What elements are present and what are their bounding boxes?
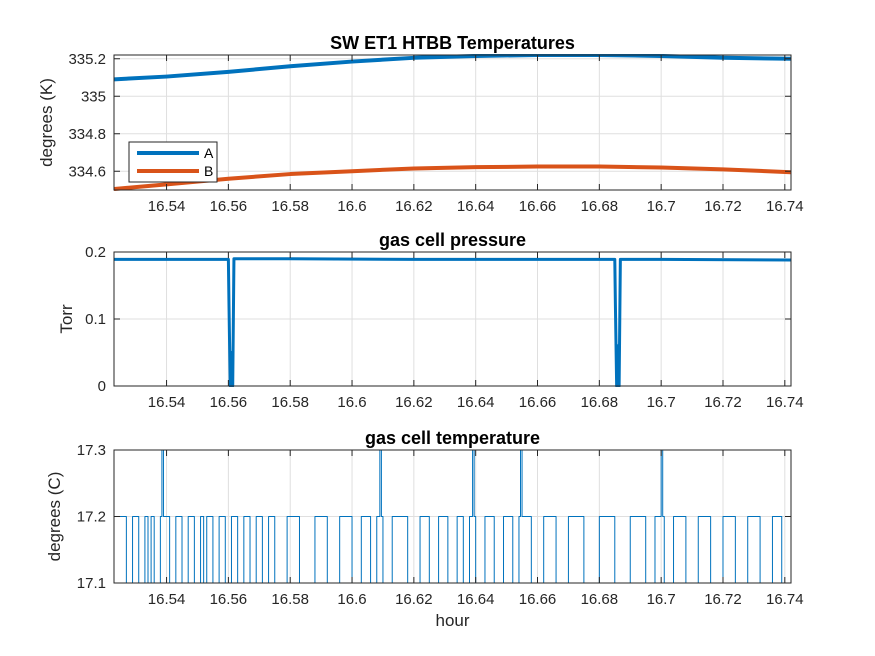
x-tick-label: 16.72 — [704, 394, 742, 411]
x-axis-label: hour — [435, 611, 469, 630]
x-tick-label: 16.6 — [337, 198, 366, 215]
axes-frame — [113, 54, 792, 191]
x-tick-label: 16.58 — [271, 591, 309, 608]
x-tick-label: 16.66 — [519, 198, 557, 215]
legend: AB — [128, 141, 218, 183]
y-tick-label: 334.8 — [68, 126, 106, 143]
chart-panel-3: 16.54 16.56 16.58 16.6 16.62 16.64 16.66 16.68 1… — [45, 428, 804, 630]
x-tick-label: 16.66 — [519, 394, 557, 411]
x-tick-label: 16.74 — [766, 198, 804, 215]
chart-panel-2: 16.54 16.56 16.58 16.6 16.62 16.64 16.66 16.68 1… — [57, 230, 804, 411]
y-axis-label: degrees (C) — [45, 472, 64, 562]
y-tick-label: 335 — [81, 88, 106, 105]
y-tick-label: 0 — [98, 378, 106, 395]
y-tick-label: 0.2 — [85, 244, 106, 261]
x-tick-label: 16.68 — [581, 591, 619, 608]
y-tick-label: 17.3 — [77, 442, 106, 459]
x-tick-label: 16.58 — [271, 198, 309, 215]
y-tick-label: 334.6 — [68, 163, 106, 180]
y-axis-label: Torr — [57, 304, 76, 334]
x-tick-label: 16.72 — [704, 591, 742, 608]
y-tick-label: 335.2 — [68, 51, 106, 68]
x-tick-label: 16.56 — [210, 198, 248, 215]
x-tick-label: 16.68 — [581, 394, 619, 411]
x-tick-label: 16.58 — [271, 394, 309, 411]
x-tick-label: 16.54 — [148, 198, 186, 215]
chart-title: gas cell pressure — [379, 230, 526, 250]
x-tick-label: 16.72 — [704, 198, 742, 215]
legend-label-B: B — [204, 163, 213, 179]
x-tick-label: 16.54 — [148, 591, 186, 608]
y-tick-label: 0.1 — [85, 311, 106, 328]
legend-label-A: A — [204, 145, 214, 161]
x-tick-label: 16.64 — [457, 394, 495, 411]
x-tick-label: 16.62 — [395, 198, 433, 215]
y-tick-label: 17.2 — [77, 509, 106, 526]
x-tick-label: 16.7 — [647, 591, 676, 608]
x-tick-label: 16.62 — [395, 591, 433, 608]
x-tick-label: 16.68 — [581, 198, 619, 215]
x-tick-label: 16.56 — [210, 591, 248, 608]
x-tick-label: 16.7 — [647, 198, 676, 215]
series-line — [114, 449, 791, 584]
x-tick-label: 16.64 — [457, 591, 495, 608]
series-line-B — [114, 164, 791, 191]
x-tick-label: 16.6 — [337, 394, 366, 411]
x-tick-label: 16.56 — [210, 394, 248, 411]
series-line — [114, 257, 791, 387]
x-tick-label: 16.74 — [766, 591, 804, 608]
x-tick-label: 16.6 — [337, 591, 366, 608]
x-tick-label: 16.54 — [148, 394, 186, 411]
legend-box — [128, 141, 218, 183]
y-tick-label: 17.1 — [77, 575, 106, 592]
x-tick-label: 16.62 — [395, 394, 433, 411]
chart-title: SW ET1 HTBB Temperatures — [330, 33, 575, 53]
series-line-A — [114, 54, 791, 82]
x-tick-label: 16.74 — [766, 394, 804, 411]
x-tick-label: 16.64 — [457, 198, 495, 215]
y-axis-label: degrees (K) — [37, 78, 56, 167]
x-tick-label: 16.7 — [647, 394, 676, 411]
x-tick-label: 16.66 — [519, 591, 557, 608]
chart-title: gas cell temperature — [365, 428, 540, 448]
chart-panel-1: 16.54 16.56 16.58 16.6 16.62 16.64 16.66 16.68 1… — [37, 33, 804, 215]
